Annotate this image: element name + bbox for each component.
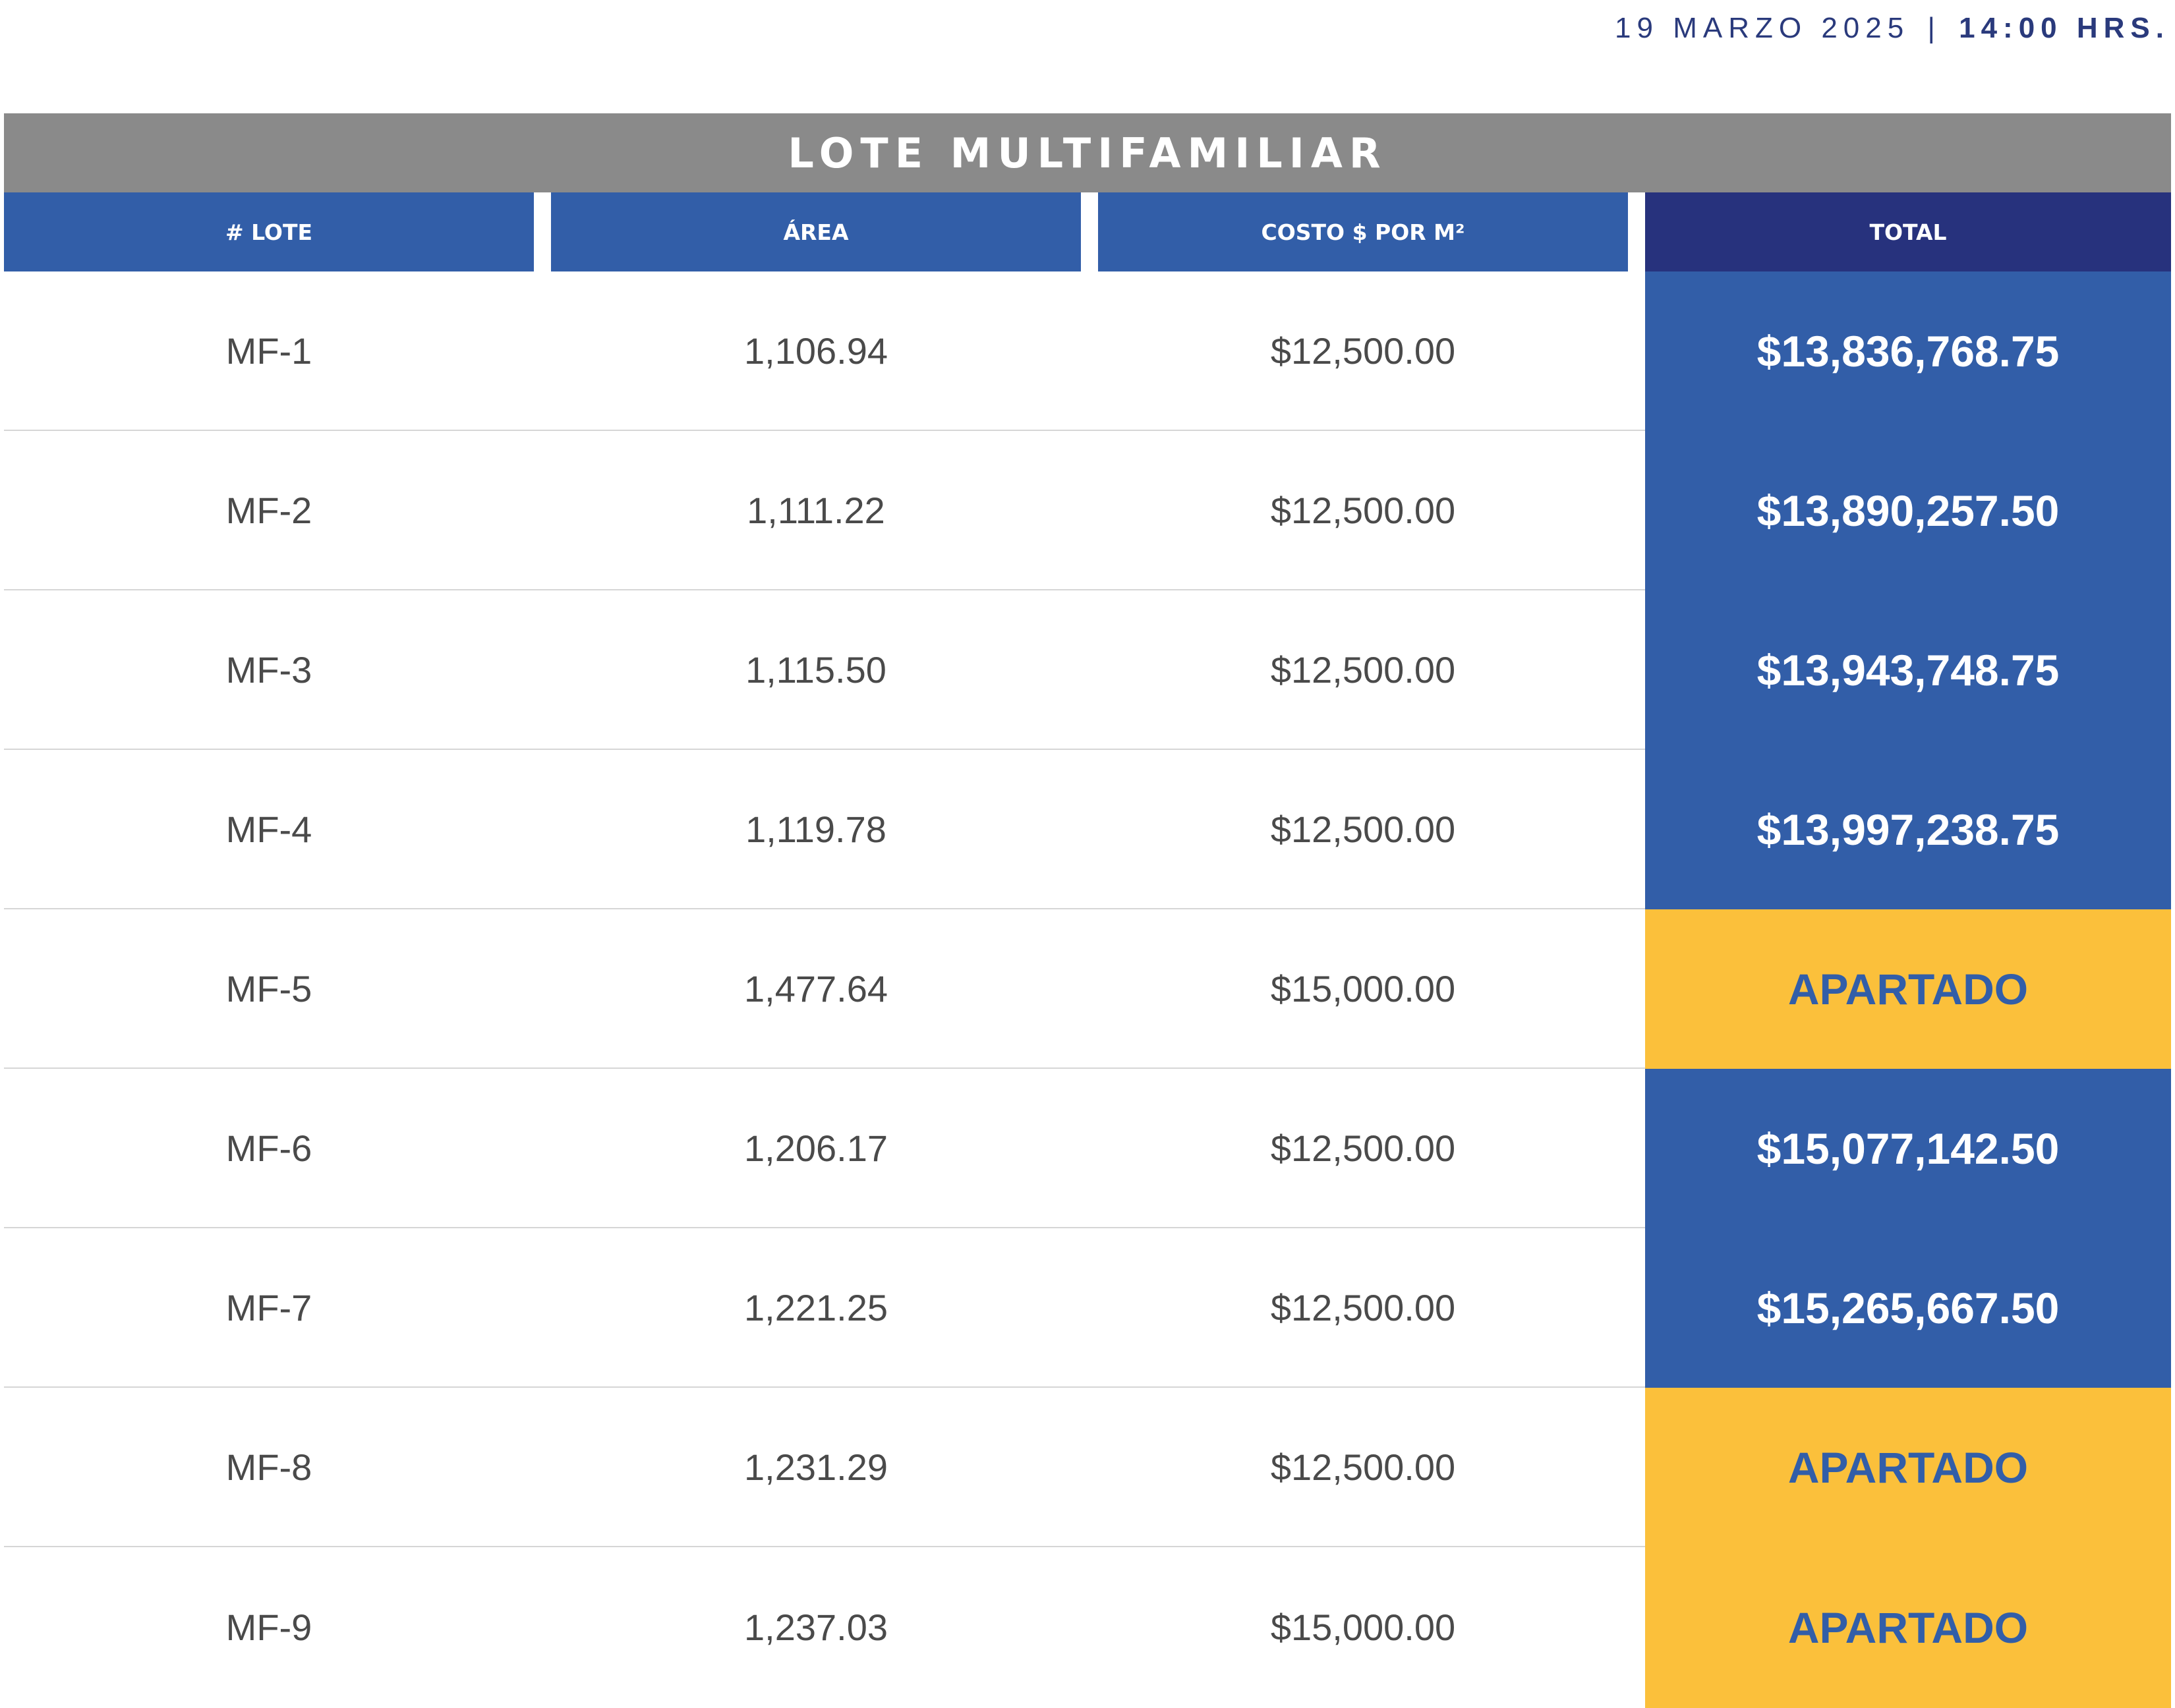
area-cell: 1,231.29 <box>744 1446 888 1488</box>
lote-cell: MF-3 <box>225 648 312 691</box>
costo-cell: $15,000.00 <box>1270 1606 1456 1648</box>
costo-cell: $12,500.00 <box>1270 329 1456 372</box>
time-text: 14:00 HRS. <box>1959 12 2170 44</box>
header-lote: # LOTE <box>4 192 534 271</box>
total-cell: $13,836,768.75 <box>1645 271 2171 431</box>
area-cell: 1,111.22 <box>747 489 885 531</box>
total-cell-reserved: APARTADO <box>1645 909 2171 1069</box>
total-cell-reserved: APARTADO <box>1645 1388 2171 1547</box>
costo-cell: $12,500.00 <box>1270 1286 1456 1328</box>
lote-cell: MF-5 <box>225 967 312 1010</box>
table-row: MF-2 1,111.22 $12,500.00 $13,890,257.50 <box>4 431 2171 590</box>
lote-cell: MF-8 <box>225 1446 312 1488</box>
price-table: LOTE MULTIFAMILIAR # LOTE ÁREA COSTO $ P… <box>4 113 2171 1708</box>
costo-cell: $12,500.00 <box>1270 489 1456 531</box>
area-cell: 1,115.50 <box>745 648 886 691</box>
costo-cell: $12,500.00 <box>1270 808 1456 850</box>
date-time-separator: | <box>1927 12 1941 44</box>
table-row: MF-7 1,221.25 $12,500.00 $15,265,667.50 <box>4 1228 2171 1388</box>
date-time-stamp: 19 MARZO 2025 | 14:00 HRS. <box>1615 12 2170 45</box>
lote-cell: MF-7 <box>225 1286 312 1328</box>
table-title: LOTE MULTIFAMILIAR <box>4 113 2171 192</box>
total-cell: $13,943,748.75 <box>1645 590 2171 750</box>
area-cell: 1,477.64 <box>744 967 888 1010</box>
table-row: MF-9 1,237.03 $15,000.00 APARTADO <box>4 1547 2171 1708</box>
costo-cell: $12,500.00 <box>1270 1446 1456 1488</box>
total-cell: $15,077,142.50 <box>1645 1069 2171 1228</box>
total-cell: $13,890,257.50 <box>1645 431 2171 590</box>
costo-cell: $12,500.00 <box>1270 1127 1456 1169</box>
lote-cell: MF-4 <box>225 808 312 850</box>
lote-cell: MF-9 <box>225 1606 312 1648</box>
area-cell: 1,237.03 <box>744 1606 888 1648</box>
total-cell: $13,997,238.75 <box>1645 750 2171 909</box>
lote-cell: MF-2 <box>225 489 312 531</box>
area-cell: 1,221.25 <box>744 1286 888 1328</box>
total-cell-reserved: APARTADO <box>1645 1547 2171 1708</box>
lote-cell: MF-6 <box>225 1127 312 1169</box>
header-costo: COSTO $ POR M² <box>1098 192 1628 271</box>
lote-cell: MF-1 <box>225 329 312 372</box>
area-cell: 1,119.78 <box>745 808 886 850</box>
table-row: MF-5 1,477.64 $15,000.00 APARTADO <box>4 909 2171 1069</box>
costo-cell: $15,000.00 <box>1270 967 1456 1010</box>
area-cell: 1,106.94 <box>744 329 888 372</box>
costo-cell: $12,500.00 <box>1270 648 1456 691</box>
header-area: ÁREA <box>551 192 1081 271</box>
date-text: 19 MARZO 2025 <box>1615 12 1910 44</box>
table-row: MF-4 1,119.78 $12,500.00 $13,997,238.75 <box>4 750 2171 909</box>
table-row: MF-3 1,115.50 $12,500.00 $13,943,748.75 <box>4 590 2171 750</box>
table-row: MF-8 1,231.29 $12,500.00 APARTADO <box>4 1388 2171 1547</box>
table-row: MF-1 1,106.94 $12,500.00 $13,836,768.75 <box>4 271 2171 431</box>
area-cell: 1,206.17 <box>744 1127 888 1169</box>
total-cell: $15,265,667.50 <box>1645 1228 2171 1388</box>
table-body: MF-1 1,106.94 $12,500.00 $13,836,768.75 MF-2… <box>4 271 2171 1708</box>
header-total: TOTAL <box>1645 192 2171 271</box>
table-header-row: # LOTE ÁREA COSTO $ POR M² TOTAL <box>4 192 2171 271</box>
table-row: MF-6 1,206.17 $12,500.00 $15,077,142.50 <box>4 1069 2171 1228</box>
